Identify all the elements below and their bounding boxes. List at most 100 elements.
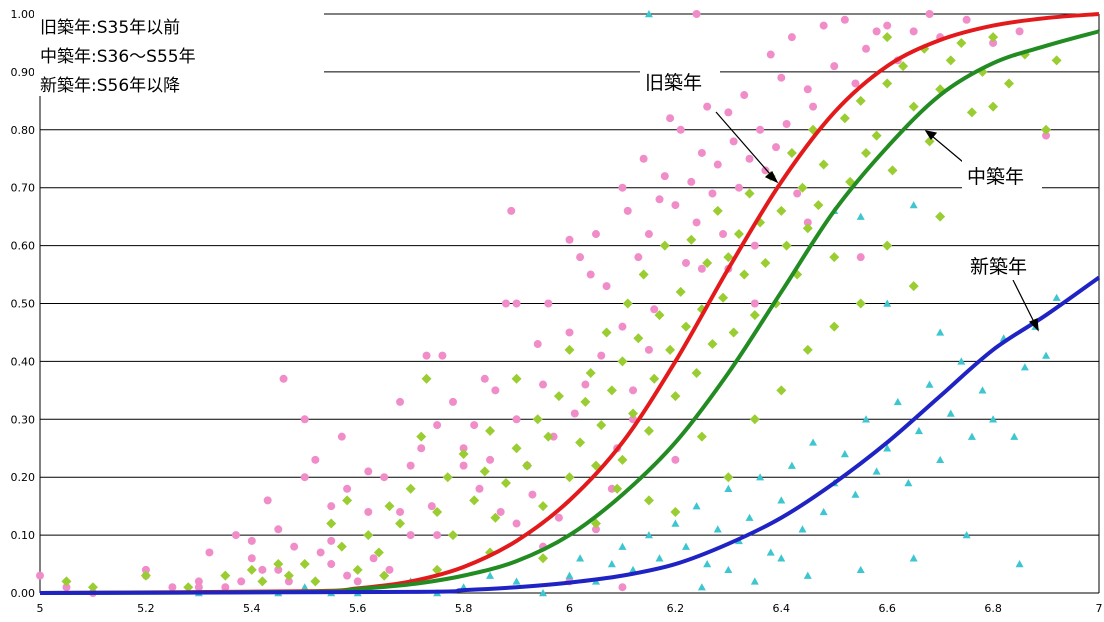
data-point-diamond (336, 541, 347, 552)
data-point-circle (591, 230, 600, 239)
data-point-circle (247, 536, 256, 545)
data-point-triangle (883, 444, 892, 452)
data-point-circle (597, 351, 606, 360)
data-point-diamond (299, 559, 310, 570)
data-point-circle (290, 542, 299, 551)
data-point-diamond (956, 37, 967, 48)
data-point-circle (634, 253, 643, 262)
data-point-triangle (803, 571, 812, 579)
data-point-circle (168, 583, 177, 592)
data-point-circle (671, 201, 680, 210)
data-point-triangle (936, 328, 945, 336)
data-point-circle (734, 183, 743, 192)
data-point-circle (300, 473, 309, 482)
data-point-diamond (622, 298, 633, 309)
data-point-diamond (882, 78, 893, 89)
data-point-triangle (697, 583, 706, 591)
data-point-diamond (596, 420, 607, 431)
data-point-diamond (675, 286, 686, 297)
y-tick-label: 0.20 (11, 471, 36, 484)
data-point-circle (406, 461, 415, 470)
data-point-diamond (829, 252, 840, 263)
data-point-diamond (665, 344, 676, 355)
y-axis-ticks: 0.00 0.10 0.20 0.30 0.40 0.50 0.60 0.70 0.80 0.90… (11, 8, 36, 600)
data-point-circle (300, 415, 309, 424)
y-tick-label: 0.60 (11, 240, 36, 253)
data-point-circle (539, 380, 548, 389)
data-point-diamond (718, 292, 729, 303)
data-point-circle (427, 502, 436, 511)
y-tick-label: 0.80 (11, 124, 36, 137)
data-point-diamond (871, 130, 882, 141)
data-point-circle (666, 114, 675, 123)
data-point-circle (703, 102, 712, 111)
data-point-diamond (326, 518, 337, 529)
fitted-curve (39, 275, 1101, 595)
data-point-circle (629, 386, 638, 395)
data-point-diamond (781, 240, 792, 251)
data-point-diamond (638, 269, 649, 280)
data-point-triangle (851, 490, 860, 498)
x-tick-label: 6.8 (984, 602, 1002, 615)
data-point-diamond (500, 477, 511, 488)
data-point-circle (750, 299, 759, 308)
data-point-triangle (909, 201, 918, 209)
data-point-circle (512, 299, 521, 308)
data-point-diamond (797, 182, 808, 193)
legend-line-old: 旧築年:S35年以前 (40, 18, 180, 38)
data-point-diamond (966, 107, 977, 118)
data-point-diamond (839, 113, 850, 124)
data-point-circle (708, 189, 717, 198)
data-point-diamond (575, 437, 586, 448)
data-point-triangle (681, 542, 690, 550)
data-point-circle (274, 565, 283, 574)
data-point-triangle (607, 560, 616, 568)
data-point-triangle (777, 554, 786, 562)
data-point-circle (396, 507, 405, 516)
data-point-triangle (978, 386, 987, 394)
gridlines (39, 13, 1100, 594)
data-point-diamond (522, 460, 533, 471)
data-point-circle (491, 386, 500, 395)
data-point-circle (380, 473, 389, 482)
data-point-triangle (629, 565, 638, 574)
data-point-circle (644, 230, 653, 239)
data-point-circle (501, 299, 510, 308)
data-point-diamond (723, 472, 734, 483)
data-point-diamond (61, 576, 72, 587)
data-point-circle (327, 536, 336, 545)
data-point-circle (766, 50, 775, 59)
data-point-circle (364, 467, 373, 476)
data-point-circle (724, 108, 733, 117)
data-point-triangle (936, 455, 945, 464)
data-point-diamond (723, 252, 734, 263)
fitted-curve (39, 29, 1100, 595)
data-point-circle (337, 432, 346, 441)
data-point-triangle (809, 438, 818, 446)
data-point-circle (909, 27, 918, 36)
data-point-diamond (1041, 124, 1052, 135)
x-tick-label: 5.2 (137, 602, 155, 615)
x-tick-label: 6.4 (773, 602, 791, 615)
data-point-diamond (538, 553, 549, 564)
data-point-circle (639, 154, 648, 163)
data-point-diamond (538, 501, 549, 512)
x-tick-label: 5 (37, 602, 44, 615)
data-point-triangle (644, 10, 653, 18)
data-point-circle (231, 531, 240, 540)
data-point-diamond (813, 200, 824, 211)
data-point-circle (655, 195, 664, 204)
curve-label-old-bg (640, 66, 720, 96)
curve-label-new: 新築年 (970, 256, 1027, 278)
legend-background (34, 8, 324, 96)
data-point-diamond (580, 396, 591, 407)
data-point-circle (417, 444, 426, 453)
data-point-diamond (585, 367, 596, 378)
curve-label-old: 旧築年 (645, 72, 702, 94)
data-point-diamond (283, 570, 294, 581)
data-point-triangle (856, 212, 865, 220)
data-point-diamond (485, 425, 496, 436)
arrowhead-new (1028, 318, 1039, 332)
data-point-triangle (962, 531, 971, 539)
